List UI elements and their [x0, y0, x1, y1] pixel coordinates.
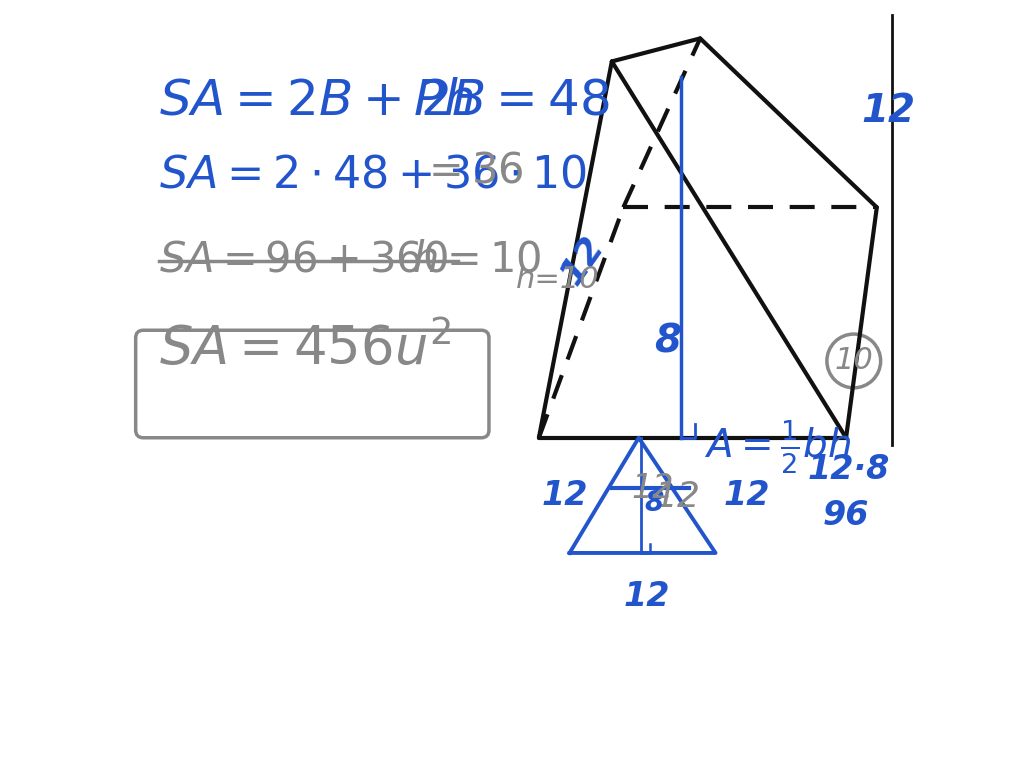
Text: 12: 12 [554, 230, 611, 291]
Text: $SA=2\cdot48+36\cdot10$: $SA=2\cdot48+36\cdot10$ [159, 154, 587, 197]
Text: 12·8: 12·8 [808, 453, 890, 486]
Text: 12: 12 [631, 472, 674, 505]
Text: 12: 12 [723, 479, 770, 511]
Text: $A=\frac{1}{2}bh$: $A=\frac{1}{2}bh$ [705, 419, 851, 476]
Text: 12: 12 [624, 580, 670, 613]
Text: $SA=456u^2$: $SA=456u^2$ [159, 323, 452, 376]
Text: 12: 12 [654, 480, 700, 514]
Text: 8: 8 [654, 323, 681, 360]
Text: 12: 12 [861, 92, 915, 130]
Text: 96: 96 [823, 499, 869, 532]
Text: $SA=96+360$: $SA=96+360$ [159, 238, 447, 280]
Text: $SA=2B+Ph$: $SA=2B+Ph$ [159, 77, 474, 124]
Text: 10: 10 [835, 346, 873, 376]
Text: 8: 8 [644, 489, 664, 517]
Text: $h=10$: $h=10$ [412, 238, 542, 280]
Text: h=10: h=10 [516, 265, 599, 294]
Text: $2B=48$: $2B=48$ [420, 77, 609, 124]
Text: 12: 12 [541, 479, 588, 511]
Text: $=36$: $=36$ [420, 150, 523, 192]
